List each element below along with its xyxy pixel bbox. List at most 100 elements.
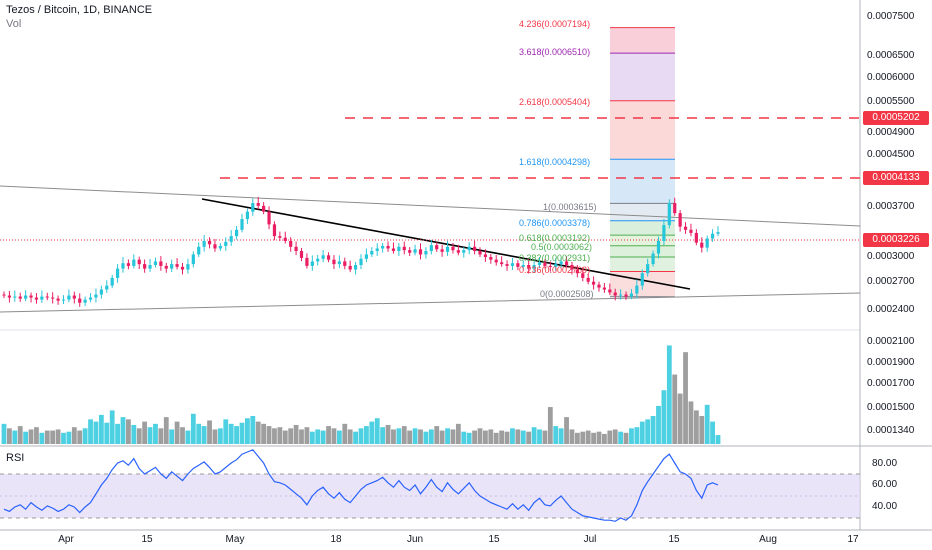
candle-body (289, 240, 293, 247)
candle-body (683, 226, 688, 230)
volume-bar (255, 421, 261, 444)
candle-body (489, 257, 493, 260)
volume-bar (710, 421, 715, 444)
rsi-axis-label: 80.00 (872, 458, 898, 469)
volume-bar (407, 430, 413, 444)
volume-bar (126, 419, 131, 444)
volume-bar (520, 430, 526, 444)
volume-bar (542, 430, 548, 444)
volume-bar (34, 427, 39, 444)
volume-bar (466, 432, 472, 444)
candle-body (72, 295, 76, 299)
volume-bar (596, 431, 602, 444)
volume-bar (212, 429, 218, 444)
volume-bar (342, 423, 348, 444)
candle-body (548, 265, 552, 267)
price-axis-label: 0.0006500 (867, 50, 915, 61)
volume-bar (336, 430, 342, 444)
volume-bar (374, 418, 380, 444)
channel-upper-line (0, 185, 861, 227)
volume-bar (98, 414, 104, 444)
volume-bar (120, 417, 126, 444)
price-level-badge: 0.0004133 (863, 171, 929, 185)
volume-bar (282, 430, 288, 444)
volume-bar (715, 435, 721, 444)
fib-level-label: 2.618(0.0005404) (519, 97, 591, 107)
candle-body (159, 261, 163, 266)
candle-body (51, 297, 55, 299)
candle-body (175, 264, 179, 267)
fib-zone (610, 220, 675, 236)
rsi-axis-label: 60.00 (872, 479, 898, 490)
volume-bar (639, 421, 645, 444)
volume-bar (526, 431, 532, 444)
candle-body (24, 295, 28, 299)
candle-body (343, 261, 347, 266)
volume-bar (499, 430, 505, 444)
candle-body (381, 245, 385, 249)
volume-bar (612, 429, 618, 444)
candle-body (500, 262, 504, 265)
volume-bar (163, 417, 169, 444)
price-axis-label: 0.0004500 (867, 149, 915, 160)
fib-level-label: 3.618(0.0006510) (519, 47, 591, 57)
volume-bar (61, 432, 66, 444)
volume-bar (380, 427, 386, 444)
volume-bar (66, 431, 72, 444)
volume-bar (93, 421, 99, 444)
rsi-indicator-label: RSI (6, 452, 25, 464)
candle-body (326, 255, 331, 260)
candle-body (597, 284, 601, 288)
volume-bar (131, 424, 137, 444)
candle-body (348, 265, 352, 270)
fib-zone (610, 27, 675, 54)
candle-body (537, 262, 542, 266)
candle-body (40, 296, 44, 300)
price-level-badge: 0.0005202 (863, 111, 929, 125)
volume-bar (591, 432, 596, 444)
volume-bar (169, 429, 175, 444)
candle-body (418, 249, 423, 255)
candle-body (110, 277, 114, 286)
candle-body (359, 258, 363, 266)
volume-bar (558, 428, 564, 444)
candle-body (45, 296, 49, 298)
volume-bar (23, 431, 29, 444)
volume-bar (12, 430, 18, 444)
candle-body (629, 293, 634, 297)
candle-body (397, 246, 401, 252)
candle-body (700, 242, 704, 248)
candle-body (321, 255, 325, 259)
candle-body (99, 289, 103, 295)
volume-bar (239, 422, 245, 444)
date-axis-label: 15 (668, 534, 680, 545)
volume-bar (369, 421, 375, 444)
fib-zone (610, 100, 675, 160)
candle-body (689, 229, 693, 233)
volume-bar (504, 431, 510, 444)
candle-body (527, 265, 531, 269)
candle-body (191, 254, 195, 265)
candle-body (262, 205, 266, 212)
candle-body (272, 224, 277, 237)
volume-bar (196, 423, 202, 444)
candle-body (559, 261, 563, 265)
candle-body (88, 297, 93, 300)
volume-axis-label: 0.0001700 (867, 378, 915, 389)
candle-body (602, 287, 607, 290)
volume-bar (261, 423, 267, 444)
volume-bar (7, 428, 12, 444)
candle-body (678, 213, 682, 227)
candle-body (624, 294, 628, 297)
candle-body (635, 285, 639, 294)
candle-body (197, 246, 201, 255)
fib-level-label: 0.382(0.0002931) (519, 253, 591, 263)
volume-bar (331, 428, 337, 444)
volume-bar (180, 427, 185, 444)
candle-body (202, 240, 206, 247)
volume-bar (569, 429, 575, 444)
candle-body (251, 203, 255, 212)
volume-bar (423, 431, 429, 444)
candle-body (299, 251, 304, 258)
